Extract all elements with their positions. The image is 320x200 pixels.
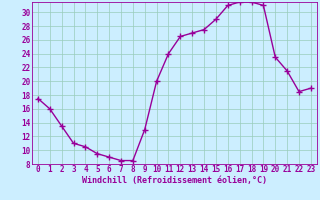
X-axis label: Windchill (Refroidissement éolien,°C): Windchill (Refroidissement éolien,°C)	[82, 176, 267, 185]
